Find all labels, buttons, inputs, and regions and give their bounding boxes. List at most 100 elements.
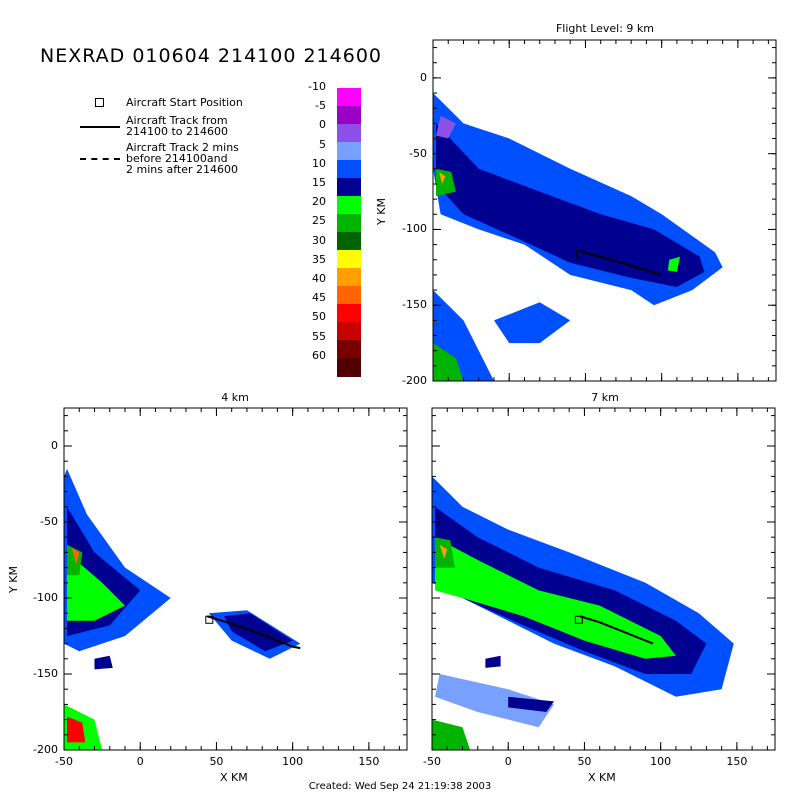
echo-region <box>439 171 446 184</box>
legend: Aircraft Start Position Aircraft Track f… <box>80 95 300 185</box>
colorbar-label: 40 <box>312 272 326 285</box>
echo-region <box>485 655 501 668</box>
echo-region <box>667 256 680 272</box>
echo-region <box>508 696 554 712</box>
echo-region <box>439 544 448 559</box>
x-tick-label: -50 <box>423 755 441 768</box>
plot-frame <box>431 407 776 751</box>
colorbar-label: 25 <box>312 214 326 228</box>
legend-track-label-1: Aircraft Track from <box>126 114 228 127</box>
echo-region <box>436 123 705 288</box>
colorbar-swatch <box>337 142 361 161</box>
y-tick-label: -200 <box>402 374 427 387</box>
echo-region <box>435 674 554 728</box>
x-tick-label: 0 <box>504 755 512 768</box>
y-tick-label: -100 <box>402 222 427 236</box>
colorbar-label: 55 <box>312 329 326 343</box>
y-tick-label: -50 <box>409 146 427 160</box>
aircraft-track <box>579 615 654 645</box>
x-tick-label: 50 <box>577 755 592 768</box>
y-tick-label: -150 <box>33 667 58 680</box>
y-tick-label: 0 <box>420 70 427 84</box>
x-tick-label: 100 <box>650 755 672 768</box>
colorbar-label: 35 <box>312 252 326 266</box>
colorbar-swatch <box>337 160 361 179</box>
ylabel-9km: Y KM <box>374 198 388 225</box>
echo-region <box>67 552 125 621</box>
x-tick-label: 150 <box>726 755 748 768</box>
colorbar-swatch <box>337 286 361 305</box>
aircraft-start-marker <box>205 615 214 624</box>
legend-track2-label-3: 2 mins after 214600 <box>126 163 238 176</box>
echo-region <box>436 115 456 139</box>
x-tick-label: 150 <box>358 755 380 768</box>
colorbar-label: 45 <box>312 291 326 305</box>
panel-7km <box>431 407 776 751</box>
legend-track-label-2: 214100 to 214600 <box>126 125 229 138</box>
y-tick-label: -200 <box>33 743 58 756</box>
colorbar-swatch <box>337 178 361 197</box>
colorbar-label: 10 <box>312 156 326 170</box>
colorbar-label: -10 <box>308 80 326 93</box>
aircraft-track <box>207 615 301 650</box>
plot-frame <box>432 39 777 382</box>
echo-region <box>71 547 80 565</box>
x-tick-label: 100 <box>282 755 304 768</box>
colorbar-swatch <box>337 214 361 233</box>
ylabel-4km: Y KM <box>6 566 20 593</box>
colorbar-swatch <box>337 250 361 269</box>
colorbar-label: 5 <box>319 137 326 151</box>
panel-title-9km: Flight Level: 9 km <box>555 22 655 35</box>
aircraft-start-marker <box>575 250 584 259</box>
legend-track2-label-1: Aircraft Track 2 mins <box>126 141 239 154</box>
x-tick-label: 50 <box>209 755 224 768</box>
echo-region <box>432 719 471 750</box>
colorbar-swatch <box>337 124 361 143</box>
xlabel-4km: X KM <box>220 771 248 784</box>
legend-track2-label-2: before 214100and <box>126 152 228 165</box>
colorbar-labels: -10 -5 0 5 10 15 20 25 30 35 40 45 50 55 60 <box>296 80 326 380</box>
colorbar-label: 50 <box>312 310 326 324</box>
panel-title-7km: 7 km <box>591 391 619 404</box>
colorbar-label: 0 <box>319 118 326 132</box>
y-tick-label: -150 <box>402 298 427 312</box>
square-marker-icon <box>95 98 104 107</box>
colorbar-swatch <box>337 304 361 323</box>
colorbar-label: 20 <box>312 195 326 209</box>
footer-timestamp: Created: Wed Sep 24 21:19:38 2003 <box>308 781 492 792</box>
colorbar-label: -5 <box>315 99 326 113</box>
colorbar <box>337 88 361 377</box>
y-tick-label: 0 <box>51 439 58 452</box>
panel-4km <box>63 407 408 751</box>
page-title: NEXRAD 010604 214100 214600 <box>40 45 383 67</box>
colorbar-swatch <box>337 196 361 215</box>
colorbar-swatch <box>337 88 361 107</box>
plot-frame <box>63 407 408 751</box>
colorbar-swatch <box>337 358 361 377</box>
colorbar-label: 15 <box>312 176 326 189</box>
echo-region <box>67 716 86 743</box>
x-tick-label: 0 <box>136 755 144 768</box>
colorbar-swatch <box>337 268 361 287</box>
legend-start-label: Aircraft Start Position <box>126 96 243 109</box>
colorbar-swatch <box>337 106 361 125</box>
echo-region <box>433 343 464 381</box>
aircraft-track <box>582 251 662 276</box>
panel-9km <box>432 39 777 382</box>
colorbar-label: 60 <box>312 348 326 362</box>
colorbar-swatch <box>337 340 361 359</box>
colorbar-label: 30 <box>312 233 326 247</box>
solid-line-icon <box>80 126 120 128</box>
echo-region <box>494 302 571 344</box>
y-tick-label: -50 <box>40 515 58 528</box>
colorbar-swatch <box>337 232 361 251</box>
dashed-line-icon <box>80 158 120 160</box>
aircraft-start-marker <box>574 615 583 624</box>
xlabel-7km: X KM <box>588 771 616 784</box>
echo-region <box>94 655 113 670</box>
y-tick-label: -100 <box>33 591 58 604</box>
panel-title-4km: 4 km <box>221 391 249 404</box>
colorbar-swatch <box>337 322 361 341</box>
x-tick-label: -50 <box>55 755 73 768</box>
